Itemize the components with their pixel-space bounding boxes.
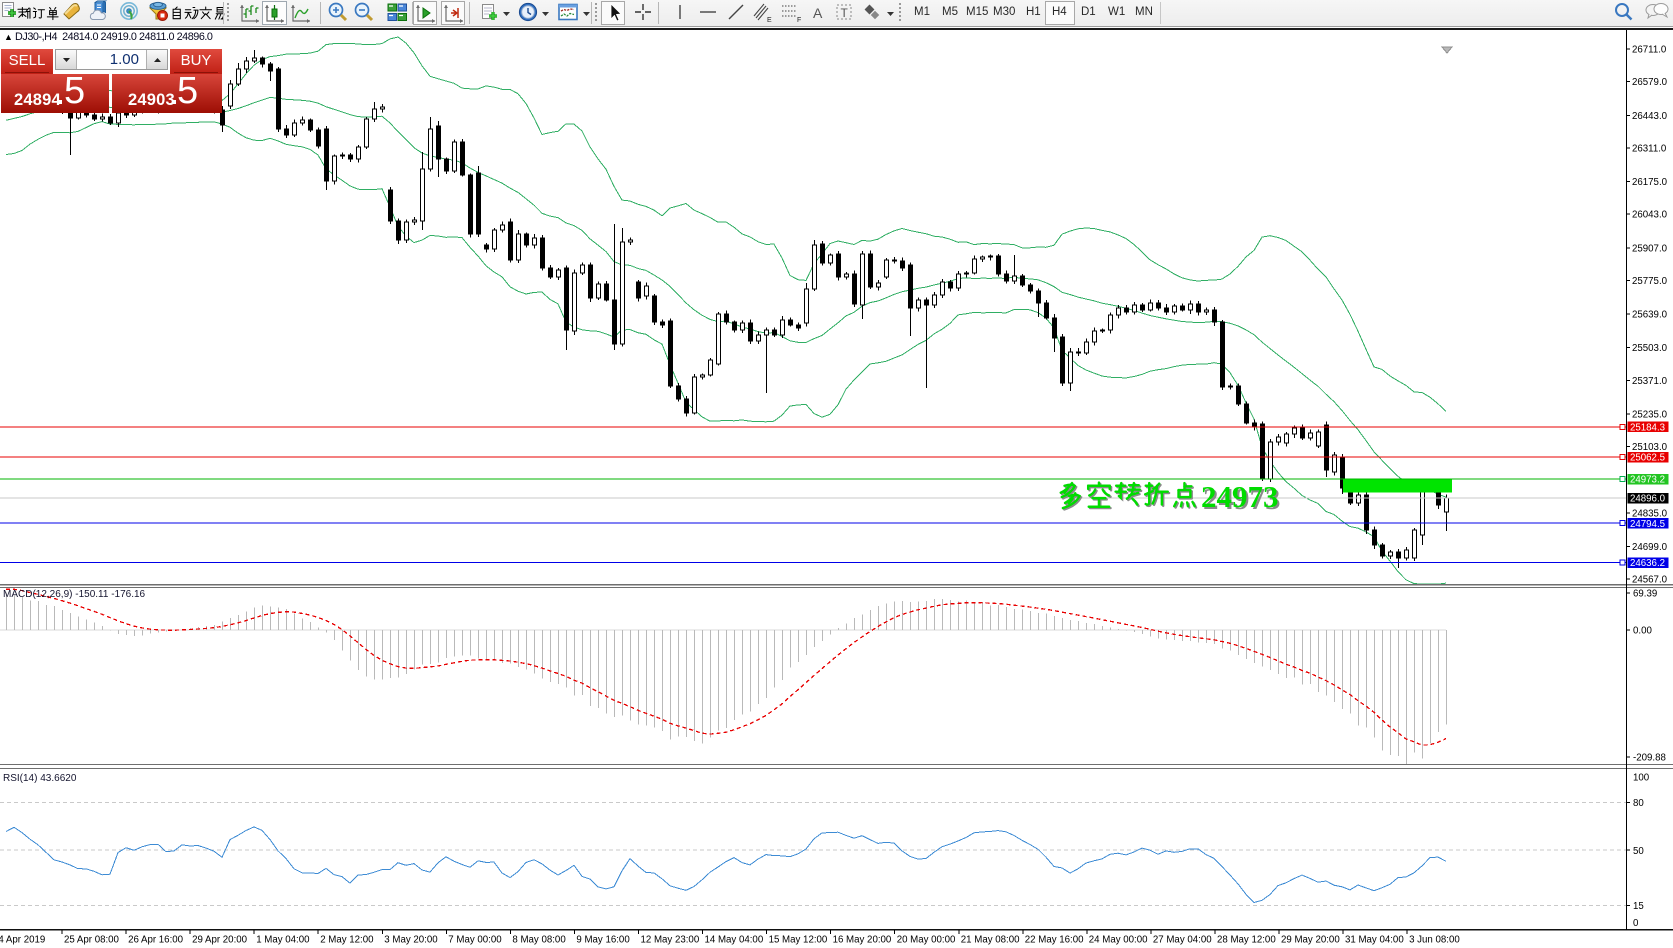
svg-text:29 Apr 20:00: 29 Apr 20:00	[192, 935, 248, 946]
svg-text:69.39: 69.39	[1633, 589, 1657, 600]
svg-text:25062.5: 25062.5	[1630, 453, 1665, 464]
svg-text:26043.0: 26043.0	[1632, 210, 1668, 221]
svg-text:15: 15	[1633, 901, 1644, 912]
svg-text:26175.0: 26175.0	[1632, 177, 1668, 188]
svg-text:24 Apr 2019: 24 Apr 2019	[0, 935, 45, 946]
svg-text:24567.0: 24567.0	[1632, 575, 1668, 586]
svg-text:3 May 20:00: 3 May 20:00	[384, 935, 438, 946]
svg-text:-209.88: -209.88	[1633, 753, 1666, 764]
svg-text:0: 0	[1633, 918, 1639, 929]
svg-text:25235.0: 25235.0	[1632, 410, 1668, 421]
svg-text:26311.0: 26311.0	[1632, 143, 1667, 154]
svg-text:29 May 20:00: 29 May 20:00	[1281, 935, 1340, 946]
svg-text:25 Apr 08:00: 25 Apr 08:00	[64, 935, 120, 946]
svg-text:21 May 08:00: 21 May 08:00	[961, 935, 1020, 946]
svg-text:1 May 04:00: 1 May 04:00	[256, 935, 310, 946]
svg-text:8 May 08:00: 8 May 08:00	[512, 935, 566, 946]
svg-text:26711.0: 26711.0	[1632, 45, 1667, 56]
svg-text:22 May 16:00: 22 May 16:00	[1025, 935, 1084, 946]
svg-text:28 May 12:00: 28 May 12:00	[1217, 935, 1276, 946]
svg-text:RSI(14) 43.6620: RSI(14) 43.6620	[3, 773, 77, 784]
svg-text:25775.0: 25775.0	[1632, 276, 1668, 287]
svg-text:15 May 12:00: 15 May 12:00	[769, 935, 828, 946]
svg-text:A: A	[813, 5, 823, 21]
svg-text:25103.0: 25103.0	[1632, 442, 1668, 453]
svg-text:31 May 04:00: 31 May 04:00	[1345, 935, 1404, 946]
svg-text:0.00: 0.00	[1633, 625, 1652, 636]
svg-text:24636.2: 24636.2	[1630, 558, 1665, 569]
svg-text:T: T	[841, 6, 849, 20]
svg-text:20 May 00:00: 20 May 00:00	[897, 935, 956, 946]
svg-text:100: 100	[1633, 773, 1650, 784]
svg-text:80: 80	[1633, 798, 1644, 809]
svg-text:3 Jun 08:00: 3 Jun 08:00	[1409, 935, 1460, 946]
svg-text:F: F	[797, 17, 801, 24]
svg-text:26579.0: 26579.0	[1632, 77, 1668, 88]
svg-text:26443.0: 26443.0	[1632, 111, 1668, 122]
svg-text:50: 50	[1633, 846, 1644, 857]
svg-text:MACD(12,26,9) -150.11 -176.16: MACD(12,26,9) -150.11 -176.16	[3, 589, 146, 600]
svg-text:25907.0: 25907.0	[1632, 243, 1668, 254]
svg-text:24896.0: 24896.0	[1630, 494, 1666, 505]
svg-text:24699.0: 24699.0	[1632, 542, 1668, 553]
svg-text:16 May 20:00: 16 May 20:00	[833, 935, 892, 946]
svg-text:25639.0: 25639.0	[1632, 310, 1668, 321]
svg-text:24 May 00:00: 24 May 00:00	[1089, 935, 1148, 946]
svg-text:9 May 16:00: 9 May 16:00	[576, 935, 630, 946]
svg-text:25371.0: 25371.0	[1632, 376, 1668, 387]
svg-text:27 May 04:00: 27 May 04:00	[1153, 935, 1212, 946]
svg-text:2 May 12:00: 2 May 12:00	[320, 935, 374, 946]
svg-text:24794.5: 24794.5	[1630, 519, 1665, 530]
svg-text:7 May 00:00: 7 May 00:00	[448, 935, 502, 946]
svg-text:26 Apr 16:00: 26 Apr 16:00	[128, 935, 184, 946]
svg-text:24973.2: 24973.2	[1630, 475, 1665, 486]
svg-text:25503.0: 25503.0	[1632, 343, 1668, 354]
svg-text:24835.0: 24835.0	[1632, 508, 1668, 519]
svg-text:E: E	[767, 17, 772, 24]
svg-text:14 May 04:00: 14 May 04:00	[705, 935, 764, 946]
svg-text:12 May 23:00: 12 May 23:00	[641, 935, 700, 946]
svg-text:25184.3: 25184.3	[1630, 423, 1665, 434]
